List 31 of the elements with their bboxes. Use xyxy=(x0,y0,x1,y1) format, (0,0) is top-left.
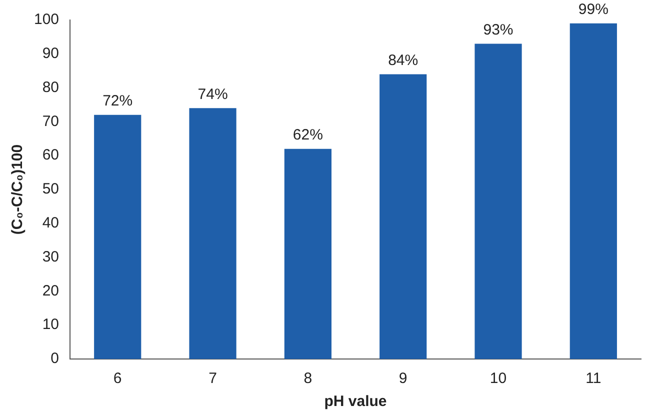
y-tick-label: 90 xyxy=(42,45,60,62)
bar xyxy=(189,108,236,359)
y-tick-label: 40 xyxy=(42,214,60,232)
x-tick-label: 7 xyxy=(208,370,217,388)
bar xyxy=(474,44,522,359)
y-axis-title: (C₀-C/C₀)100 xyxy=(9,144,26,235)
y-tick-label: 80 xyxy=(42,78,60,96)
bar xyxy=(570,23,617,359)
x-tick-label: 11 xyxy=(586,370,602,388)
y-tick-label: 50 xyxy=(42,180,60,198)
y-tick-label: 70 xyxy=(42,112,60,130)
x-axis-title: pH value xyxy=(324,393,387,410)
data-label: 72% xyxy=(102,92,133,110)
x-tick-label: 8 xyxy=(304,370,312,388)
y-tick-label: 60 xyxy=(42,146,60,164)
y-tick-label: 30 xyxy=(42,248,60,266)
y-tick-label: 20 xyxy=(42,282,60,300)
y-tick-label: 100 xyxy=(34,11,60,28)
data-label: 62% xyxy=(292,126,323,144)
bar xyxy=(94,114,142,359)
data-label: 99% xyxy=(578,1,608,18)
y-tick-label: 0 xyxy=(50,350,60,368)
data-label: 93% xyxy=(483,21,514,38)
x-tick-label: 10 xyxy=(490,370,507,388)
data-label: 74% xyxy=(198,86,228,103)
x-tick-label: 9 xyxy=(398,370,408,388)
bar xyxy=(284,148,332,359)
bar xyxy=(380,74,427,359)
x-tick-label: 6 xyxy=(113,370,122,388)
y-tick-label: 10 xyxy=(42,316,60,334)
data-label: 84% xyxy=(388,52,418,69)
